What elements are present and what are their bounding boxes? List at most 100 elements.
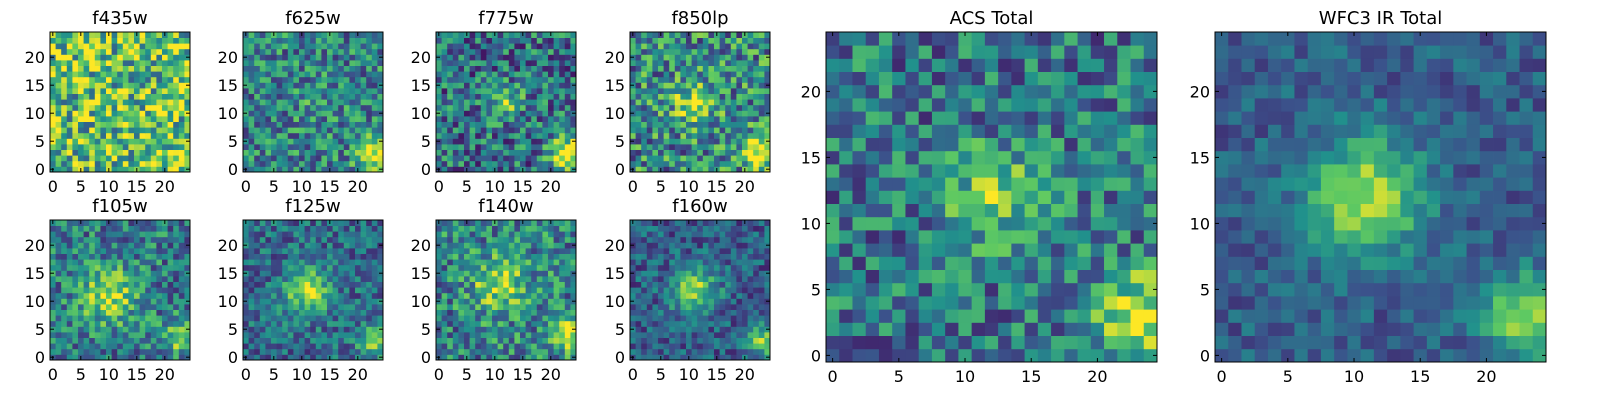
heatmap-cell [299,225,305,232]
heatmap-cell [178,287,185,294]
heatmap-cell [480,71,487,78]
heatmap-cell [641,71,648,78]
heatmap-cell [304,332,311,338]
heatmap-cell [349,253,356,260]
heatmap-cell [464,309,470,316]
heatmap-cell [702,298,709,305]
heatmap-cell [436,225,442,232]
heatmap-cell [469,37,476,44]
heatmap-cell [72,320,79,327]
heatmap-cell [641,76,648,83]
heatmap-cell [327,54,333,61]
heatmap-cell [497,32,504,38]
heatmap-cell [83,104,90,111]
heatmap-cell [304,315,311,322]
heatmap-cell [447,132,454,139]
heatmap-cell [304,248,311,254]
heatmap-cell [128,220,135,226]
heatmap-cell [66,43,73,50]
heatmap-cell [304,320,311,327]
heatmap-cell [508,104,515,111]
heatmap-cell [162,43,168,50]
heatmap-cell [652,60,659,66]
heatmap-cell [89,292,96,299]
heatmap-cell [520,242,526,249]
heatmap-cell [83,337,90,344]
heatmap-cell [747,54,754,61]
heatmap-cell [674,160,681,167]
heatmap-cell [559,37,566,44]
heatmap-cell [156,264,163,271]
heatmap-cell [243,248,249,254]
heatmap-cell [486,54,493,61]
heatmap-cell [162,326,168,333]
heatmap-cell [377,132,384,139]
heatmap-cell [531,160,538,167]
heatmap-cell [486,337,493,344]
heatmap-cell [508,132,515,139]
heatmap-cell [282,155,289,162]
heatmap-cell [150,315,157,322]
heatmap-cell [355,343,361,350]
heatmap-cell [72,43,79,50]
heatmap-cell [150,88,157,94]
heatmap-cell [338,37,345,44]
heatmap-cell [764,287,771,294]
heatmap-cell [111,343,118,350]
heatmap-cell [139,264,146,271]
heatmap-cell [458,343,465,350]
heatmap-cell [697,304,704,310]
heatmap-cell [464,248,470,254]
heatmap-cell [271,326,277,333]
heatmap-cell [156,343,163,350]
heatmap-cell [156,236,163,243]
heatmap-cell [89,304,96,310]
heatmap-cell [635,132,642,139]
heatmap-cell [514,354,521,361]
heatmap-cell [503,236,510,243]
heatmap-cell [134,48,140,55]
heatmap-cell [321,155,328,162]
heatmap-cell [178,320,185,327]
heatmap-cell [497,37,504,44]
heatmap-cell [475,160,482,167]
heatmap-cell [139,132,146,139]
heatmap-cell [497,155,504,162]
heatmap-cell [753,149,760,156]
heatmap-cell [310,281,317,288]
heatmap-cell [447,82,454,89]
heatmap-cell [536,144,543,150]
heatmap-cell [327,43,333,50]
heatmap-cell [61,348,68,355]
heatmap-cell [503,354,510,361]
heatmap-cell [742,71,748,78]
heatmap-cell [111,270,118,277]
heatmap-cell [72,225,79,232]
heatmap-cell [564,354,571,361]
heatmap-cell [173,166,180,173]
heatmap-cell [377,88,384,94]
heatmap-cell [469,326,476,333]
heatmap-cell [184,60,191,66]
heatmap-cell [111,160,118,167]
heatmap-cell [287,54,294,61]
heatmap-cell [441,37,448,44]
heatmap-cell [458,348,465,355]
heatmap-cell [758,32,765,38]
heatmap-cells [243,220,384,361]
heatmap-cell [719,320,726,327]
heatmap-cell [167,65,174,72]
heatmap-cell [536,304,543,310]
heatmap-cell [377,220,384,226]
heatmap-cell [55,60,62,66]
heatmap-cell [276,236,283,243]
heatmap-cell [128,225,135,232]
heatmap-cell [764,71,771,78]
heatmap-cell [66,259,73,266]
heatmap-cell [747,315,754,322]
heatmap-cell [72,54,79,61]
x-tick-label: 15 [320,177,340,196]
heatmap-cell [475,149,482,156]
heatmap-cell [338,270,345,277]
heatmap-cell [674,276,681,282]
